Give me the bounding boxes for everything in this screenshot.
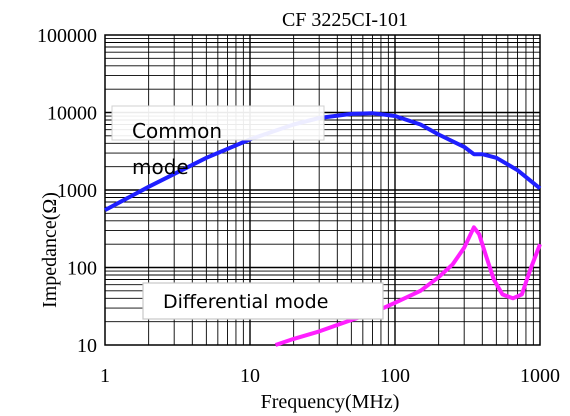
y-tick-label: 1000 — [57, 180, 97, 202]
x-axis-label: Frequency(MHz) — [261, 391, 400, 413]
y-axis-label: Impedance(Ω) — [39, 192, 61, 308]
y-tick-label: 100000 — [37, 25, 97, 47]
labels-group: Common mode Differential mode — [111, 105, 384, 320]
x-tick-label: 1 — [100, 365, 110, 387]
series-differential-mode-line — [274, 225, 542, 347]
plot-frame — [104, 34, 541, 346]
y-tick-label: 100 — [67, 258, 97, 280]
x-tick-label: 10 — [240, 365, 260, 387]
x-tick-label: 100 — [380, 365, 410, 387]
x-tick-label: 1000 — [520, 365, 560, 387]
y-tick-label: 10000 — [47, 103, 97, 125]
series-group — [104, 111, 542, 347]
series-label-common-mode: Common mode — [111, 105, 325, 179]
svg-text:Differential mode: Differential mode — [163, 291, 328, 313]
chart-title: CF 3225CI-101 — [282, 9, 408, 31]
y-tick-label: 10 — [77, 335, 97, 357]
series-label-differential-mode: Differential mode — [142, 282, 384, 320]
series-common-mode-line — [104, 111, 542, 212]
